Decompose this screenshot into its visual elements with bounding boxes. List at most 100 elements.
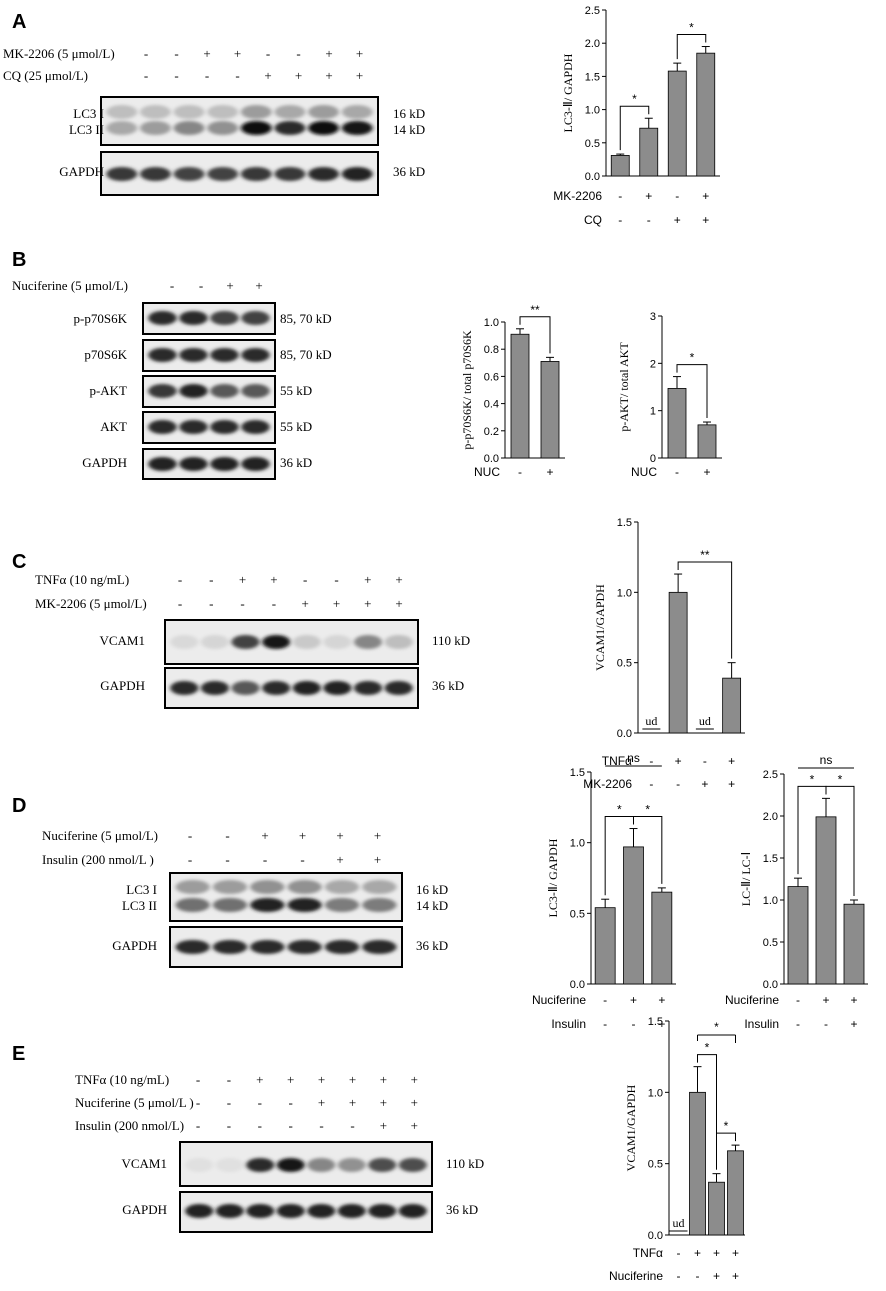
blot-band [148,348,177,362]
treatment-sign: + [295,68,302,83]
condition-sign: - [603,993,607,1007]
y-tick-label: 1.0 [617,587,632,599]
treatment-label: Insulin (200 nmol/L ) [42,852,154,867]
y-tick-label: 0.0 [585,171,600,183]
y-tick-label: 1 [650,406,656,418]
protein-label: p-p70S6K [74,311,128,326]
molecular-weight-label: 14 kD [393,122,425,137]
blot-band [179,457,208,471]
blot-band [173,105,205,119]
bar [727,1150,744,1236]
protein-label: LC3 II [69,122,104,137]
treatment-sign: - [199,278,203,293]
blot-band [179,420,208,434]
panel-letter: E [12,1043,25,1065]
blot-band [262,635,291,649]
blot-band [324,898,360,912]
y-tick-label: 1.5 [763,853,778,865]
panel-d: D Nuciferine (5 μmol/L) - - + + + + Insulin (200… [12,795,448,968]
treatment-label: Nuciferine (5 μmol/L) [12,278,128,293]
blot-band [287,898,322,912]
blot-band [200,635,230,649]
y-tick-label: 2.5 [585,5,600,17]
y-tick-label: 0.4 [484,399,499,411]
bar [787,886,809,985]
blot-band [241,311,270,325]
treatment-sign: - [144,68,148,83]
molecular-weight-label: 85, 70 kD [280,311,332,326]
y-axis-label: p-AKT/ total AKT [617,342,631,432]
condition-label: TNFα [602,754,632,768]
panel-c: C TNFα (10 ng/mL) - - + + - - + + MK-2206 (5 μmol/… [12,551,470,709]
bar [668,591,688,734]
blot-band [106,121,138,135]
blot-band [241,420,270,434]
molecular-weight-label: 55 kD [280,419,312,434]
blot-band [353,635,383,649]
undetected-label: ud [645,714,657,728]
molecular-weight-label: 36 kD [446,1202,478,1217]
treatment-sign: - [144,46,148,61]
treatment-sign: + [261,828,268,843]
treatment-sign: - [227,1118,231,1133]
significance-bracket [519,316,551,354]
blot-band [148,420,177,434]
bar [722,677,742,734]
y-tick-label: 2.5 [763,769,778,781]
y-tick-label: 1.0 [570,838,585,850]
blot-band [323,635,352,649]
condition-sign: - [677,1269,681,1283]
treatment-sign: - [334,572,338,587]
treatment-sign: - [272,596,276,611]
treatment-sign: - [188,828,192,843]
molecular-weight-label: 55 kD [280,383,312,398]
y-tick-label: 0 [650,453,656,465]
significance-bracket [619,105,650,151]
blot-band [287,880,322,894]
blot-band [179,348,208,362]
significance-label: ns [627,751,640,765]
treatment-sign: + [325,46,332,61]
blot-image [179,1191,433,1233]
y-axis-label: LC3-Ⅱ/ GAPDH [561,53,575,132]
condition-sign: - [649,777,653,791]
treatment-sign: + [255,278,262,293]
y-axis-label: VCAM1/GAPDH [593,584,607,671]
treatment-sign: - [289,1095,293,1110]
significance-bracket [676,364,708,419]
protein-label: LC3 I [73,106,104,121]
blot-band [210,457,239,471]
blot-band [368,1158,397,1172]
undetected-label: ud [673,1216,685,1230]
treatment-label: CQ (25 μmol/L) [3,68,88,83]
y-tick-label: 1.0 [648,1087,663,1099]
condition-label: CQ [584,213,602,227]
significance-label: * [714,1020,719,1034]
blot-band [246,1204,275,1218]
treatment-sign: + [395,572,402,587]
blot-band [210,384,239,398]
treatment-sign: + [270,572,277,587]
treatment-sign: + [411,1118,418,1133]
treatment-sign: - [174,46,178,61]
condition-sign: + [703,465,710,479]
treatment-sign: - [170,278,174,293]
significance-bracket [716,1132,736,1170]
blot-band [292,681,321,695]
condition-sign: + [713,1246,720,1260]
blot-band [250,898,285,912]
treatment-sign: - [225,852,229,867]
undetected-label: ud [699,714,711,728]
molecular-weight-label: 16 kD [393,106,425,121]
condition-label: Insulin [551,1017,586,1031]
condition-sign: + [658,1017,665,1031]
y-axis-label: VCAM1/GAPDH [624,1084,638,1171]
significance-label: * [690,351,695,365]
treatment-sign: - [178,596,182,611]
blot-band [148,384,177,398]
blot-band [175,898,210,912]
significance-label: * [689,21,694,35]
panel-a: A MK-2206 (5 μmol/L) - - + + - - + + CQ (25 μmol/L… [3,11,425,196]
blot-band [398,1158,427,1172]
